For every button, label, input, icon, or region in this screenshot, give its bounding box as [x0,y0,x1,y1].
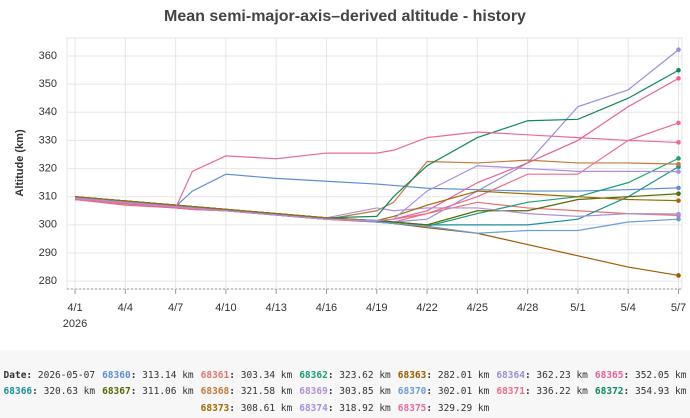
readout-panel: Date: 2026-05-07 68360 313.14 km 68361 303… [0,350,690,418]
readout: 68375 329.29 km [398,403,490,414]
x-tick-label: 4/10 [215,302,236,314]
readout: 68369 303.85 km [299,386,391,397]
legend-name: 68374 [299,403,333,414]
readout-row: 68366 320.63 km 68367 311.06 km 68368 321.… [0,384,690,401]
y-tick-label: 300 [39,219,57,231]
chart-title: Mean semi-major-axis–derived altitude - … [164,8,526,25]
legend-name: 68373 [201,403,235,414]
end-point [676,216,681,222]
y-tick-label: 290 [39,247,57,259]
legend-name: 68360 [102,370,136,381]
legend-name: 68367 [102,386,136,397]
readout: Date: 2026-05-07 [4,370,96,381]
legend-name: 68372 [595,386,629,397]
readout: 68373 308.61 km [201,403,293,414]
readout: 68371 336.22 km [496,386,588,397]
readout-value: 282.01 km [437,369,490,381]
end-point [676,120,681,126]
readout-value: 302.01 km [437,386,490,398]
legend-name: 68363 [398,370,432,381]
y-tick-label: 350 [39,78,57,90]
end-point [676,47,681,53]
readout: 68368 321.58 km [201,386,293,397]
readout-value: 354.93 km [634,386,687,398]
series-line [74,131,679,209]
series-line [74,165,679,222]
legend-name: 68364 [496,370,530,381]
legend-name: 68366 [4,386,38,397]
end-point [676,185,681,191]
readout: 68361 303.34 km [201,370,293,381]
readout: 68360 313.14 km [102,370,194,381]
readout: 68364 362.23 km [496,370,588,381]
readout-row: 68373 308.61 km 68374 318.92 km 68375 329.… [0,400,690,417]
y-tick-label: 340 [39,106,57,118]
end-point [676,67,681,73]
readout-value: 323.62 km [339,369,391,381]
legend-name: 68365 [595,370,629,381]
readout-value: 352.05 km [634,369,687,381]
y-tick-label: 310 [39,191,57,203]
readout: 68372 354.93 km [595,386,687,397]
readout-value: 321.58 km [240,386,293,398]
x-tick-label: 5/4 [621,302,636,314]
legend-name: 68362 [299,370,333,381]
legend-name: 68369 [299,386,333,397]
readout-value: 303.85 km [339,386,391,398]
legend-name: 68375 [398,403,432,414]
end-point [676,161,681,167]
end-point [676,191,681,197]
series-line [74,173,679,208]
x-tick-label: 4/7 [168,302,183,314]
readout-value: 311.06 km [142,386,194,398]
y-tick-label: 330 [39,134,57,146]
readout-value: 303.34 km [240,369,293,381]
end-point [676,140,681,145]
readout: 68363 282.01 km [398,370,490,381]
chart: Mean semi-major-axis–derived altitude - … [14,8,686,330]
date-value: 2026-05-07 [37,369,96,381]
legend-name: 68370 [398,386,432,397]
end-point [676,211,681,217]
readout-value: 313.14 km [142,369,194,381]
y-axis-label: Altitude (km) [14,129,26,197]
x-tick-label: 4/28 [517,302,538,314]
x-tick-label: 4/22 [416,302,437,314]
readout: 68362 323.62 km [299,370,391,381]
readout-value: 329.29 km [437,402,490,414]
end-point [676,156,681,161]
end-point [676,169,681,174]
x-tick-label: 4/25 [467,302,488,314]
legend-name: 68371 [496,386,530,397]
readout: 68366 320.63 km [4,386,96,397]
x-tick-label: 5/1 [570,302,585,314]
x-year-label: 2026 [63,318,87,330]
readout: 68365 352.05 km [595,370,687,381]
x-tick-label: 4/19 [366,302,387,314]
end-point [676,273,681,278]
readout-value: 318.92 km [339,402,391,414]
legend-name: 68361 [201,370,235,381]
legend-name: 68368 [201,386,235,397]
readout-value: 336.22 km [536,386,588,398]
y-tick-label: 280 [39,275,57,287]
x-tick-label: 4/13 [265,302,286,314]
readout-value: 308.61 km [240,402,293,414]
x-tick-label: 4/16 [316,302,337,314]
y-tick-label: 360 [39,50,57,62]
x-tick-label: 4/4 [118,302,133,314]
x-tick-label: 4/1 [67,302,82,314]
y-tick-label: 320 [39,162,57,174]
readout-value: 320.63 km [43,386,96,398]
readout: 68370 302.01 km [398,386,490,397]
date-label: Date: [3,369,33,381]
end-point [676,198,681,203]
readout: 68367 311.06 km [102,386,194,397]
end-point [676,76,681,81]
readout-row: Date: 2026-05-07 68360 313.14 km 68361 303… [0,367,690,384]
readout-value: 362.23 km [536,369,588,381]
x-tick-label: 5/7 [671,302,686,314]
readout: 68374 318.92 km [299,403,391,414]
